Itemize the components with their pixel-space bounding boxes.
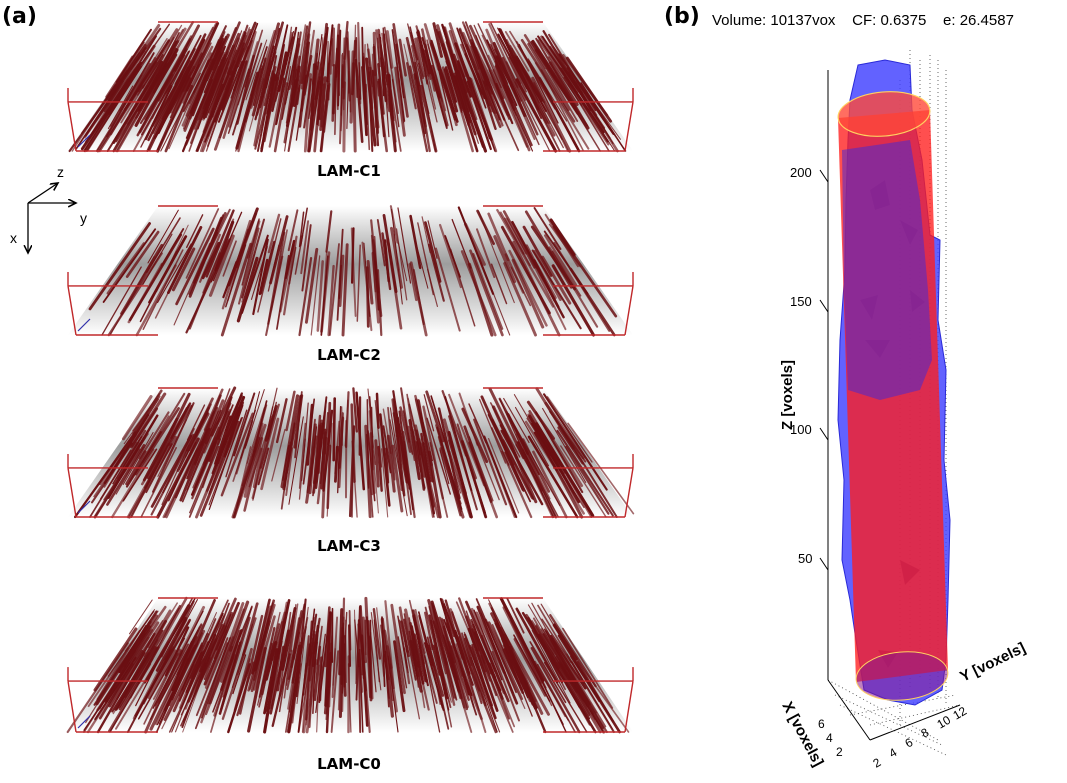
z-ticks: 200 150 100 50 (790, 165, 829, 571)
axis-tick-marker (77, 134, 91, 148)
fiber-strands (88, 205, 618, 337)
z-tick-200: 200 (790, 165, 812, 180)
y-tick-10: 10 (935, 713, 954, 732)
x-tick-4: 4 (826, 731, 833, 745)
panel-b-label: (b) (664, 4, 700, 29)
z-tick-100: 100 (790, 422, 812, 437)
axis-y-label: y (80, 210, 87, 226)
sample-label-lam-c1: LAM-C1 (317, 162, 381, 180)
x-tick-6: 6 (818, 717, 825, 731)
fiber-strands (66, 596, 630, 734)
slab-image-1 (67, 20, 634, 153)
fiber-strands (68, 20, 627, 153)
x-axis-line (827, 679, 871, 741)
z-axis-title: Z [voxels] (779, 360, 796, 430)
axis-x-label: x (10, 230, 17, 246)
axis-tick-marker (77, 715, 91, 729)
axis-z-label: z (57, 165, 64, 180)
e-label: e: (943, 12, 956, 29)
bounding-box-corners (67, 597, 634, 733)
sample-label-lam-c0: LAM-C0 (317, 755, 381, 773)
sample-label-lam-c2: LAM-C2 (317, 346, 381, 364)
y-tick-6: 6 (903, 735, 916, 751)
y-axis-title: Y [voxels] (957, 639, 1028, 685)
fiber-3d-plot: 200 150 100 50 Z [voxels] 6 4 2 X [voxel… (778, 50, 1028, 771)
bounding-box-corners (67, 205, 634, 336)
y-tick-2: 2 (871, 755, 884, 771)
sample-label-lam-c3: LAM-C3 (317, 537, 381, 555)
fiber-overlap-upper (842, 140, 932, 400)
z-tick-50: 50 (798, 551, 812, 566)
slab-image-2 (67, 205, 634, 337)
volume-info: Volume: 10137vox CF: 0.6375 e: 26.4587 (712, 12, 1014, 29)
axis-triad: z y x (10, 165, 87, 265)
cylinder-bottom-ellipse (855, 651, 949, 701)
z-tick-150: 150 (790, 294, 812, 309)
slab-image-4 (66, 596, 634, 734)
axis-tick-marker (77, 318, 91, 332)
cf-label: CF: (852, 12, 877, 29)
fiber-strands (74, 386, 635, 519)
y-tick-12: 12 (951, 704, 970, 723)
bounding-box-corners (67, 387, 634, 518)
e-value: 26.4587 (959, 12, 1014, 29)
volume-value: 10137vox (770, 12, 836, 29)
y-tick-4: 4 (887, 745, 900, 761)
volume-label: Volume: (712, 12, 767, 29)
cf-value: 0.6375 (880, 12, 927, 29)
x-axis-title: X [voxels] (778, 699, 826, 770)
cylinder-top-ellipse (837, 91, 931, 137)
axis-tick-marker (77, 500, 91, 514)
x-tick-2: 2 (836, 745, 843, 759)
y-axis-line (869, 704, 961, 741)
bounding-box-corners (67, 21, 634, 152)
panel-a-label: (a) (2, 4, 37, 29)
slab-image-3 (67, 386, 635, 519)
y-tick-8: 8 (919, 725, 932, 741)
